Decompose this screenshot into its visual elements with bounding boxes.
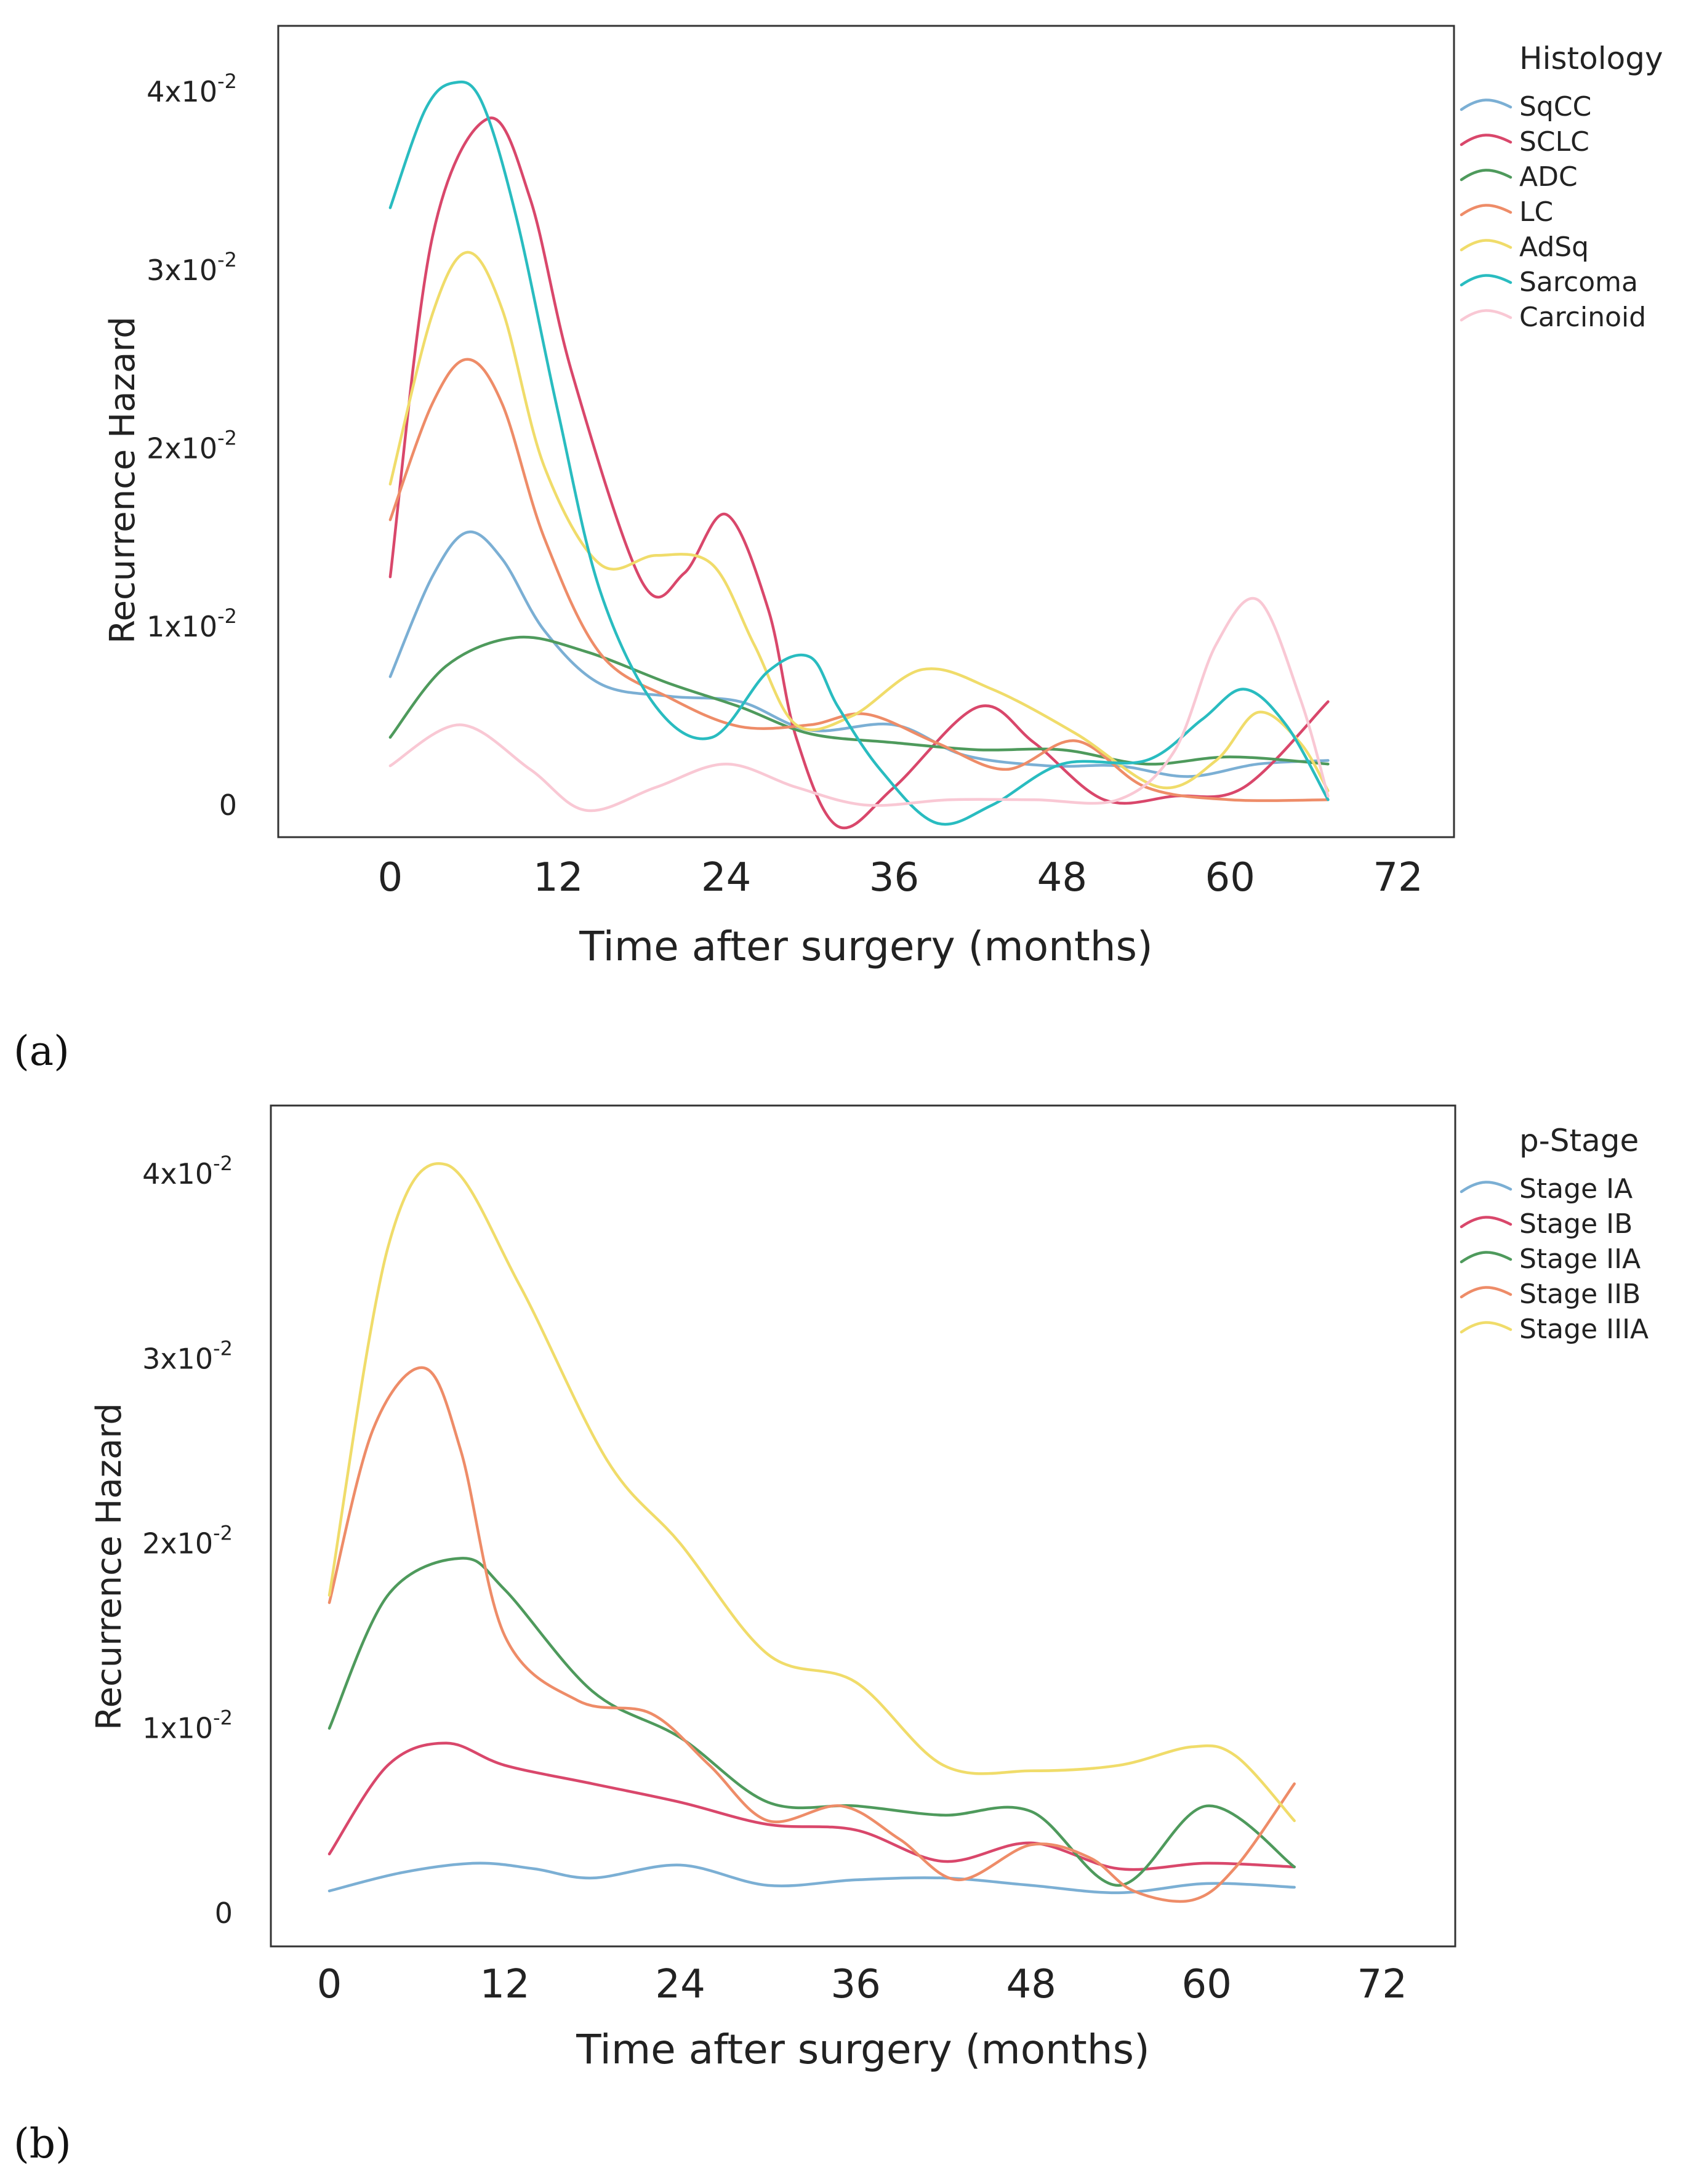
chart-panel-1: 0 12 24 36 48 60 72 0 1x10-2 2x10-2 3x10-2 4x10-2 Ti… — [14, 25, 1663, 1075]
legend-label-adc: ADC — [1519, 161, 1578, 193]
legend-label-stage-ia: Stage IA — [1519, 1173, 1633, 1205]
series-line-sqcc — [388, 530, 1330, 778]
y-tick-label: 3x10-2 — [142, 1336, 233, 1375]
y-tick-exponent: -2 — [217, 604, 237, 628]
legend-label-adsq: AdSq — [1519, 231, 1589, 263]
x-tick-label: 36 — [869, 855, 919, 901]
panel-label: (b) — [14, 2120, 71, 2167]
legend-swatch-sarcoma — [1460, 274, 1512, 287]
x-tick-label: 60 — [1205, 855, 1255, 901]
y-tick-exponent: -2 — [217, 248, 237, 271]
x-tick-label: 36 — [830, 1962, 880, 2007]
legend-swatch-adsq — [1460, 239, 1512, 252]
series-lines — [388, 80, 1330, 830]
legend-label-sclc: SCLC — [1519, 126, 1589, 158]
y-axis-title: Recurrence Hazard — [103, 316, 143, 644]
y-tick-label: 3x10-2 — [147, 248, 237, 287]
legend-swatch-sqcc — [1460, 98, 1512, 111]
legend-swatch-carcinoid — [1460, 309, 1512, 322]
y-axis-title: Recurrence Hazard — [89, 1403, 129, 1730]
y-tick-label: 1x10-2 — [142, 1706, 233, 1745]
y-tick-exponent: -2 — [213, 1522, 233, 1545]
y-tick-exponent: -2 — [213, 1706, 233, 1730]
legend-swatch-lc — [1460, 204, 1512, 217]
series-line-stage-ib — [327, 1741, 1296, 1871]
series-line-adsq — [388, 251, 1330, 792]
y-tick-label: 0 — [219, 789, 237, 822]
y-tick-exponent: -2 — [217, 427, 237, 450]
series-lines — [327, 1162, 1296, 1903]
series-line-stage-iia — [327, 1557, 1296, 1887]
legend-swatch-stage-ia — [1460, 1181, 1512, 1194]
legend-label-sqcc: SqCC — [1519, 91, 1591, 122]
plot-frame — [270, 1104, 1456, 1948]
plot-frame — [277, 25, 1455, 838]
series-line-carcinoid — [388, 596, 1330, 813]
x-tick-label: 60 — [1181, 1962, 1231, 2007]
series-line-adc — [388, 635, 1330, 766]
legend-label-stage-iia: Stage IIA — [1519, 1243, 1641, 1275]
x-tick-label: 12 — [533, 855, 583, 901]
x-tick-label: 48 — [1037, 855, 1087, 901]
y-tick-exponent: -2 — [217, 70, 237, 93]
x-tick-label: 24 — [655, 1962, 705, 2007]
x-tick-label: 72 — [1373, 855, 1423, 901]
x-tick-label: 0 — [378, 855, 403, 901]
series-line-stage-iib — [327, 1366, 1296, 1903]
legend-title: Histology — [1519, 41, 1663, 76]
x-tick-label: 48 — [1006, 1962, 1056, 2007]
x-tick-label: 24 — [701, 855, 751, 901]
y-tick-label: 2x10-2 — [142, 1522, 233, 1560]
chart-panel-2: 0 12 24 36 48 60 72 0 1x10-2 2x10-2 3x10-2 4x10-2 Ti… — [14, 1104, 1649, 2167]
y-tick-label: 4x10-2 — [142, 1152, 233, 1190]
legend-swatch-stage-ib — [1460, 1216, 1512, 1229]
y-tick-exponent: -2 — [213, 1336, 233, 1360]
legend-swatch-stage-iia — [1460, 1251, 1512, 1264]
series-line-stage-iiia — [327, 1162, 1296, 1823]
series-line-sclc — [388, 116, 1330, 830]
y-tick-label: 4x10-2 — [147, 70, 237, 108]
x-axis-title: Time after surgery (months) — [579, 923, 1153, 970]
x-tick-label: 12 — [480, 1962, 529, 2007]
x-axis-title: Time after surgery (months) — [576, 2026, 1150, 2073]
panel-label: (a) — [14, 1027, 70, 1075]
x-tick-label: 0 — [317, 1962, 342, 2007]
y-tick-label: 1x10-2 — [147, 604, 237, 643]
y-tick-exponent: -2 — [213, 1152, 233, 1175]
legend-title: p-Stage — [1519, 1123, 1639, 1158]
legend-label-stage-ib: Stage IB — [1519, 1208, 1633, 1240]
legend-label-sarcoma: Sarcoma — [1519, 267, 1638, 298]
legend-label-lc: LC — [1519, 196, 1553, 228]
x-tick-label: 72 — [1357, 1962, 1407, 2007]
series-line-sarcoma — [388, 80, 1330, 826]
series-line-stage-ia — [327, 1861, 1296, 1895]
legend-swatch-adc — [1460, 169, 1512, 182]
legend-swatch-sclc — [1460, 134, 1512, 147]
legend-label-carcinoid: Carcinoid — [1519, 302, 1646, 333]
legend-label-stage-iib: Stage IIB — [1519, 1279, 1641, 1310]
legend-label-stage-iiia: Stage IIIA — [1519, 1314, 1649, 1345]
y-tick-label: 2x10-2 — [147, 427, 237, 465]
legend-swatch-stage-iib — [1460, 1286, 1512, 1299]
legend-swatch-stage-iiia — [1460, 1321, 1512, 1334]
y-tick-label: 0 — [215, 1897, 233, 1930]
